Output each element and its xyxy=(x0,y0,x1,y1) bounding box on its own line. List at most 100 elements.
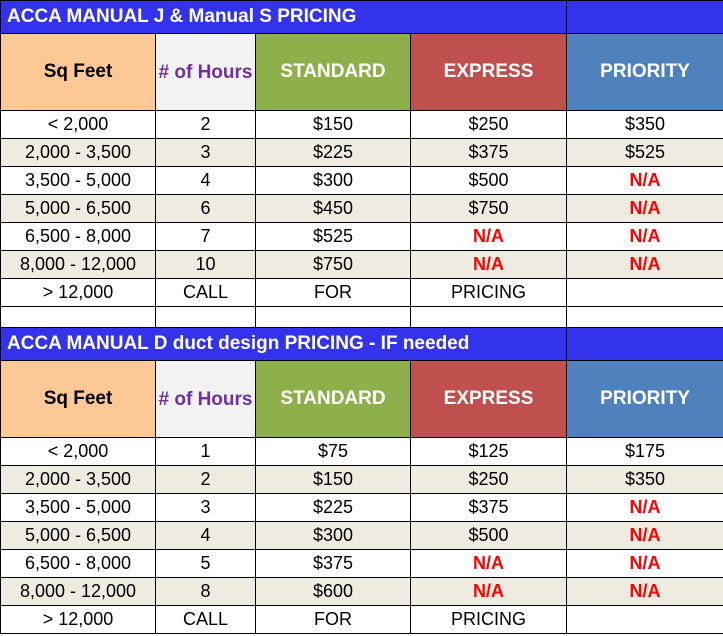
manual-d-title-row: ACCA MANUAL D duct design PRICING - IF n… xyxy=(0,327,723,361)
cell-sq-feet: < 2,000 xyxy=(0,437,156,466)
cell-hours: 4 xyxy=(155,166,256,195)
cell-hours: CALL xyxy=(155,278,256,307)
section-spacer xyxy=(0,306,723,328)
table-row: 8,000 - 12,000 8 $600 N/A N/A xyxy=(0,577,723,606)
header-hours: # of Hours xyxy=(155,33,256,111)
cell-hours: 3 xyxy=(155,493,256,522)
cell-hours: 10 xyxy=(155,250,256,279)
table-row: 8,000 - 12,000 10 $750 N/A N/A xyxy=(0,250,723,279)
cell-hours: 7 xyxy=(155,222,256,251)
header-express: EXPRESS xyxy=(409,360,568,438)
title-filler-cell xyxy=(566,0,723,34)
cell-express: $250 xyxy=(409,465,568,494)
cell-sq-feet: 8,000 - 12,000 xyxy=(0,577,156,606)
cell-express: N/A xyxy=(409,222,568,251)
cell-standard: $300 xyxy=(255,166,411,195)
header-priority: PRIORITY xyxy=(566,33,723,111)
cell-express: $375 xyxy=(409,493,568,522)
table-row: 6,500 - 8,000 7 $525 N/A N/A xyxy=(0,222,723,251)
table-row: 2,000 - 3,500 2 $150 $250 $350 xyxy=(0,465,723,494)
cell-hours: 1 xyxy=(155,437,256,466)
cell-hours: 8 xyxy=(155,577,256,606)
cell-standard: $525 xyxy=(255,222,411,251)
cell-sq-feet: > 12,000 xyxy=(0,278,156,307)
header-hours: # of Hours xyxy=(155,360,256,438)
cell-sq-feet: 8,000 - 12,000 xyxy=(0,250,156,279)
table-row: > 12,000 CALL FOR PRICING xyxy=(0,605,723,634)
cell-sq-feet: 6,500 - 8,000 xyxy=(0,549,156,578)
cell-standard: $75 xyxy=(255,437,411,466)
table-row: 3,500 - 5,000 3 $225 $375 N/A xyxy=(0,493,723,522)
table-row: < 2,000 1 $75 $125 $175 xyxy=(0,437,723,466)
table-row: > 12,000 CALL FOR PRICING xyxy=(0,278,723,307)
cell-hours: 3 xyxy=(155,138,256,167)
cell-standard: $150 xyxy=(255,110,411,139)
cell-sq-feet: 2,000 - 3,500 xyxy=(0,465,156,494)
manual-js-body: < 2,000 2 $150 $250 $350 2,000 - 3,500 3 $225 $3… xyxy=(0,110,723,307)
cell-sq-feet: < 2,000 xyxy=(0,110,156,139)
cell-priority: N/A xyxy=(566,166,723,195)
cell-priority: N/A xyxy=(566,194,723,223)
cell-priority: $525 xyxy=(566,138,723,167)
table-row: 2,000 - 3,500 3 $225 $375 $525 xyxy=(0,138,723,167)
header-standard: STANDARD xyxy=(255,33,411,111)
table-row: 3,500 - 5,000 4 $300 $500 N/A xyxy=(0,166,723,195)
cell-express: $250 xyxy=(409,110,568,139)
cell-hours: 4 xyxy=(155,521,256,550)
cell-standard: $150 xyxy=(255,465,411,494)
manual-js-title: ACCA MANUAL J & Manual S PRICING xyxy=(0,0,568,34)
cell-standard: $750 xyxy=(255,250,411,279)
cell-express: PRICING xyxy=(409,605,568,634)
cell-priority: N/A xyxy=(566,493,723,522)
cell-express: $500 xyxy=(409,166,568,195)
cell-express: N/A xyxy=(409,250,568,279)
manual-d-body: < 2,000 1 $75 $125 $175 2,000 - 3,500 2 $150 $25… xyxy=(0,437,723,634)
title-filler-cell xyxy=(566,327,723,361)
cell-hours: 2 xyxy=(155,465,256,494)
cell-sq-feet: > 12,000 xyxy=(0,605,156,634)
header-sq-feet: Sq Feet xyxy=(0,33,156,111)
cell-standard: $300 xyxy=(255,521,411,550)
table-row: 5,000 - 6,500 4 $300 $500 N/A xyxy=(0,521,723,550)
cell-priority: N/A xyxy=(566,577,723,606)
header-sq-feet: Sq Feet xyxy=(0,360,156,438)
cell-express: PRICING xyxy=(409,278,568,307)
cell-sq-feet: 3,500 - 5,000 xyxy=(0,493,156,522)
cell-express: $125 xyxy=(409,437,568,466)
cell-standard: $225 xyxy=(255,138,411,167)
cell-standard: $600 xyxy=(255,577,411,606)
manual-d-header-row: Sq Feet # of Hours STANDARD EXPRESS PRIO… xyxy=(0,360,723,438)
cell-sq-feet: 6,500 - 8,000 xyxy=(0,222,156,251)
table-row: 6,500 - 8,000 5 $375 N/A N/A xyxy=(0,549,723,578)
cell-standard: $450 xyxy=(255,194,411,223)
cell-priority: N/A xyxy=(566,549,723,578)
cell-priority: $175 xyxy=(566,437,723,466)
cell-express: N/A xyxy=(409,549,568,578)
header-express: EXPRESS xyxy=(409,33,568,111)
manual-d-title: ACCA MANUAL D duct design PRICING - IF n… xyxy=(0,327,568,361)
manual-js-title-row: ACCA MANUAL J & Manual S PRICING xyxy=(0,0,723,34)
table-row: < 2,000 2 $150 $250 $350 xyxy=(0,110,723,139)
cell-priority: N/A xyxy=(566,222,723,251)
cell-hours: 6 xyxy=(155,194,256,223)
manual-js-header-row: Sq Feet # of Hours STANDARD EXPRESS PRIO… xyxy=(0,33,723,111)
cell-sq-feet: 5,000 - 6,500 xyxy=(0,521,156,550)
cell-express: $750 xyxy=(409,194,568,223)
cell-standard: FOR xyxy=(255,605,411,634)
cell-priority xyxy=(566,605,723,634)
cell-express: $375 xyxy=(409,138,568,167)
cell-hours: CALL xyxy=(155,605,256,634)
cell-priority: $350 xyxy=(566,465,723,494)
cell-hours: 5 xyxy=(155,549,256,578)
cell-standard: $225 xyxy=(255,493,411,522)
cell-express: $500 xyxy=(409,521,568,550)
cell-priority: $350 xyxy=(566,110,723,139)
table-row: 5,000 - 6,500 6 $450 $750 N/A xyxy=(0,194,723,223)
cell-priority xyxy=(566,278,723,307)
cell-hours: 2 xyxy=(155,110,256,139)
header-standard: STANDARD xyxy=(255,360,411,438)
cell-express: N/A xyxy=(409,577,568,606)
cell-standard: $375 xyxy=(255,549,411,578)
cell-standard: FOR xyxy=(255,278,411,307)
